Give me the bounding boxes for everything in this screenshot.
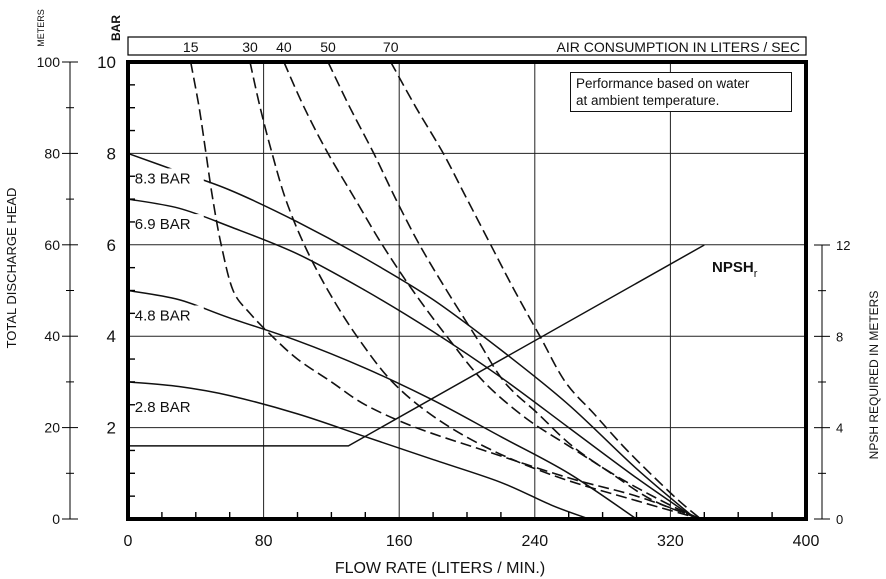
meter-tick-label-0: 0 (52, 511, 60, 527)
note-line-1: Performance based on water (576, 76, 750, 91)
note-line-2: at ambient temperature. (576, 93, 720, 108)
ticks: 15 30 40 50 700 80 160 240 320 400246810020406080… (37, 39, 851, 550)
air-tick-label-30: 30 (242, 39, 258, 55)
pressure-label-83: 8.3 BAR (135, 170, 191, 187)
x-tick-label-80: 80 (255, 533, 273, 550)
x-tick-label-160: 160 (386, 533, 413, 550)
labels: FLOW RATE (LITERS / MIN.) TOTAL DISCHARG… (4, 9, 881, 577)
pressure-label-bg-48 (133, 305, 204, 325)
air-curve-15 (189, 61, 702, 520)
air-tick-label-40: 40 (276, 39, 292, 55)
air-curve-50 (327, 61, 702, 520)
curves: 8.3 BAR 6.9 BAR 4.8 BAR 2.8 BAR NPSHr (127, 61, 758, 520)
meter-tick-label-80: 80 (44, 145, 60, 161)
meter-tick-label-100: 100 (37, 54, 61, 70)
npsh-tick-label-4: 4 (836, 421, 843, 436)
pressure-label-28: 2.8 BAR (135, 399, 191, 416)
pressure-label-bg-83 (133, 168, 204, 188)
bar-tick-label-4: 4 (107, 327, 116, 346)
bar-tick-label-2: 2 (107, 419, 116, 438)
meter-tick-label-20: 20 (44, 420, 60, 436)
x-tick-label-320: 320 (657, 533, 684, 550)
performance-note: Performance based on water at ambient te… (570, 72, 792, 112)
air-tick-label-70: 70 (383, 39, 399, 55)
npsh-tick-label-0: 0 (836, 512, 843, 527)
npsh-label: NPSHr (712, 259, 758, 280)
air-tick-label-15: 15 (183, 39, 199, 55)
x-tick-label-0: 0 (124, 533, 133, 550)
left-axis-label: TOTAL DISCHARGE HEAD (4, 188, 19, 349)
x-tick-label-240: 240 (521, 533, 548, 550)
npsh-label-subscript: r (754, 268, 758, 280)
pressure-label-48: 4.8 BAR (135, 308, 191, 325)
grid-lines (128, 62, 806, 519)
meter-tick-label-40: 40 (44, 328, 60, 344)
meters-unit-label: METERS (36, 9, 46, 47)
bar-tick-label-8: 8 (107, 144, 116, 163)
pressure-label-bg-28 (133, 396, 204, 416)
npsh-tick-label-12: 12 (836, 238, 850, 253)
air-consumption-label: AIR CONSUMPTION IN LITERS / SEC (557, 39, 800, 55)
x-tick-label-400: 400 (793, 533, 820, 550)
bar-tick-label-10: 10 (97, 53, 116, 72)
pressure-label-bg-69 (133, 214, 204, 234)
right-axis-label: NPSH REQUIRED IN METERS (867, 291, 881, 460)
npsh-tick-label-8: 8 (836, 329, 843, 344)
pressure-curve-83 (127, 152, 697, 520)
npsh-curve (128, 244, 705, 447)
pressure-curve-48 (127, 289, 637, 520)
air-consumption-bar (127, 36, 807, 56)
pressure-label-69: 6.9 BAR (135, 216, 191, 233)
air-curve-40 (283, 61, 702, 520)
pressure-curve-69 (127, 198, 697, 520)
bar-tick-label-6: 6 (107, 236, 116, 255)
air-curve-70 (390, 61, 702, 520)
air-curve-30 (249, 61, 702, 520)
air-tick-label-50: 50 (320, 39, 336, 55)
bar-unit-label: BAR (109, 15, 123, 41)
meter-tick-label-60: 60 (44, 237, 60, 253)
plot-border (126, 60, 808, 521)
x-axis-label: FLOW RATE (LITERS / MIN.) (335, 560, 545, 577)
